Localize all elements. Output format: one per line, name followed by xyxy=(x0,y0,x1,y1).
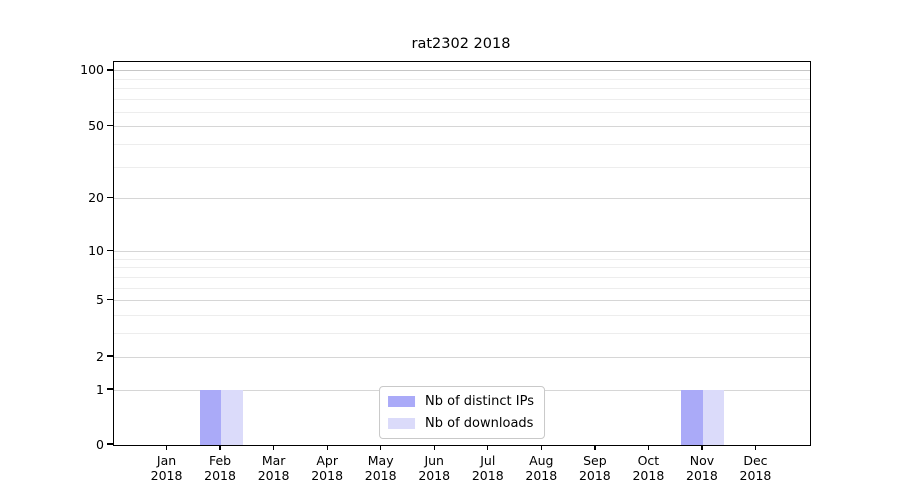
y-tick-label: 2 xyxy=(96,348,104,364)
x-tick-label: Nov 2018 xyxy=(686,453,718,483)
y-tick-mark xyxy=(107,443,113,445)
minor-gridline xyxy=(114,267,810,269)
major-gridline xyxy=(114,356,810,358)
x-tick-mark xyxy=(273,445,275,451)
minor-gridline xyxy=(114,143,810,145)
x-tick-label: Jun 2018 xyxy=(418,453,451,483)
y-tick-label: 50 xyxy=(88,118,104,134)
x-tick-label: Apr 2018 xyxy=(311,453,344,483)
legend-swatch-distinct-ips xyxy=(388,396,416,407)
y-tick-label: 10 xyxy=(88,242,104,258)
y-tick-mark xyxy=(107,388,113,390)
x-tick-label: Aug 2018 xyxy=(525,453,558,483)
x-tick-mark xyxy=(540,445,542,451)
minor-gridline xyxy=(114,333,810,335)
y-tick-mark xyxy=(107,249,113,252)
legend-item-downloads: Nb of downloads xyxy=(388,416,534,431)
x-tick-mark xyxy=(647,445,650,451)
minor-gridline xyxy=(114,287,810,289)
x-tick-label: Feb 2018 xyxy=(204,453,236,483)
y-tick-label: 100 xyxy=(80,62,104,78)
y-tick-mark xyxy=(107,197,113,199)
x-tick-mark xyxy=(326,445,328,451)
minor-gridline xyxy=(114,99,810,101)
x-tick-mark xyxy=(754,445,757,451)
x-tick-label: Mar 2018 xyxy=(257,453,290,483)
x-tick-label: Oct 2018 xyxy=(632,453,665,483)
x-tick-label: Sep 2018 xyxy=(578,453,611,483)
major-gridline xyxy=(114,198,810,200)
major-gridline xyxy=(114,300,810,302)
legend: Nb of distinct IPs Nb of downloads xyxy=(379,386,545,439)
bar-downloads xyxy=(221,390,243,445)
legend-label-distinct-ips: Nb of distinct IPs xyxy=(425,394,534,409)
y-tick-label: 20 xyxy=(88,190,104,206)
x-tick-label: Dec 2018 xyxy=(739,453,772,483)
y-tick-mark xyxy=(107,355,113,357)
x-tick-mark xyxy=(433,445,435,451)
legend-item-distinct-ips: Nb of distinct IPs xyxy=(388,394,534,409)
chart-title: rat2302 2018 xyxy=(411,36,511,52)
legend-label-downloads: Nb of downloads xyxy=(425,416,534,431)
plot-area: Nb of distinct IPs Nb of downloads xyxy=(113,61,811,446)
legend-swatch-downloads xyxy=(388,418,416,429)
minor-gridline xyxy=(114,276,810,278)
y-tick-label: 1 xyxy=(96,381,104,397)
x-tick-label: Jan 2018 xyxy=(150,453,183,483)
x-tick-mark xyxy=(594,445,596,451)
x-tick-mark xyxy=(380,445,382,451)
y-tick-label: 5 xyxy=(96,292,104,308)
bar-downloads xyxy=(702,390,725,445)
major-gridline xyxy=(114,70,810,72)
y-tick-mark xyxy=(107,124,113,127)
y-tick-label: 0 xyxy=(96,436,104,452)
major-gridline xyxy=(114,126,810,128)
x-tick-mark xyxy=(487,445,489,451)
x-tick-mark xyxy=(219,445,221,451)
minor-gridline xyxy=(114,88,810,90)
x-tick-mark xyxy=(701,445,703,451)
minor-gridline xyxy=(114,78,810,80)
minor-gridline xyxy=(114,314,810,316)
x-tick-label: May 2018 xyxy=(364,453,397,483)
y-tick-mark xyxy=(107,69,113,71)
bar-distinct-ips xyxy=(681,390,703,445)
bar-distinct-ips xyxy=(199,390,222,445)
x-tick-mark xyxy=(165,445,168,451)
y-tick-mark xyxy=(107,299,113,301)
major-gridline xyxy=(114,250,810,252)
minor-gridline xyxy=(114,111,810,113)
x-tick-label: Jul 2018 xyxy=(471,453,504,483)
minor-gridline xyxy=(114,166,810,168)
minor-gridline xyxy=(114,258,810,260)
